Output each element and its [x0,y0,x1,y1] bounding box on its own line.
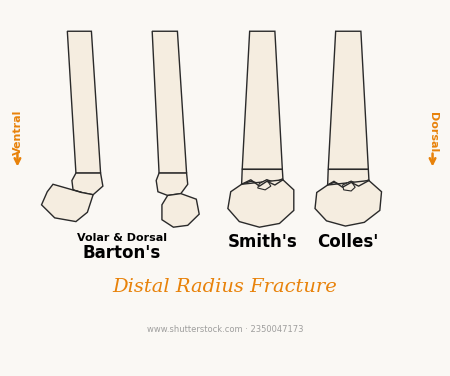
Text: www.shutterstock.com · 2350047173: www.shutterstock.com · 2350047173 [147,325,303,334]
Text: Volar & Dorsal: Volar & Dorsal [77,233,167,243]
Polygon shape [41,184,93,221]
Text: Dorsal: Dorsal [428,112,437,152]
Text: Smith's: Smith's [227,233,297,251]
Polygon shape [156,173,188,196]
Polygon shape [68,31,101,173]
Polygon shape [242,31,282,169]
Polygon shape [258,180,271,190]
Text: Colles': Colles' [318,233,379,251]
Text: Barton's: Barton's [83,244,161,262]
Polygon shape [328,169,369,185]
Polygon shape [342,181,355,191]
Text: Distal Radius Fracture: Distal Radius Fracture [112,278,338,296]
Text: Ventral: Ventral [13,109,22,155]
Polygon shape [152,31,187,173]
Polygon shape [72,173,103,195]
Polygon shape [242,169,283,184]
Polygon shape [228,180,294,227]
Polygon shape [328,31,369,169]
Polygon shape [315,180,382,226]
Polygon shape [162,194,199,227]
